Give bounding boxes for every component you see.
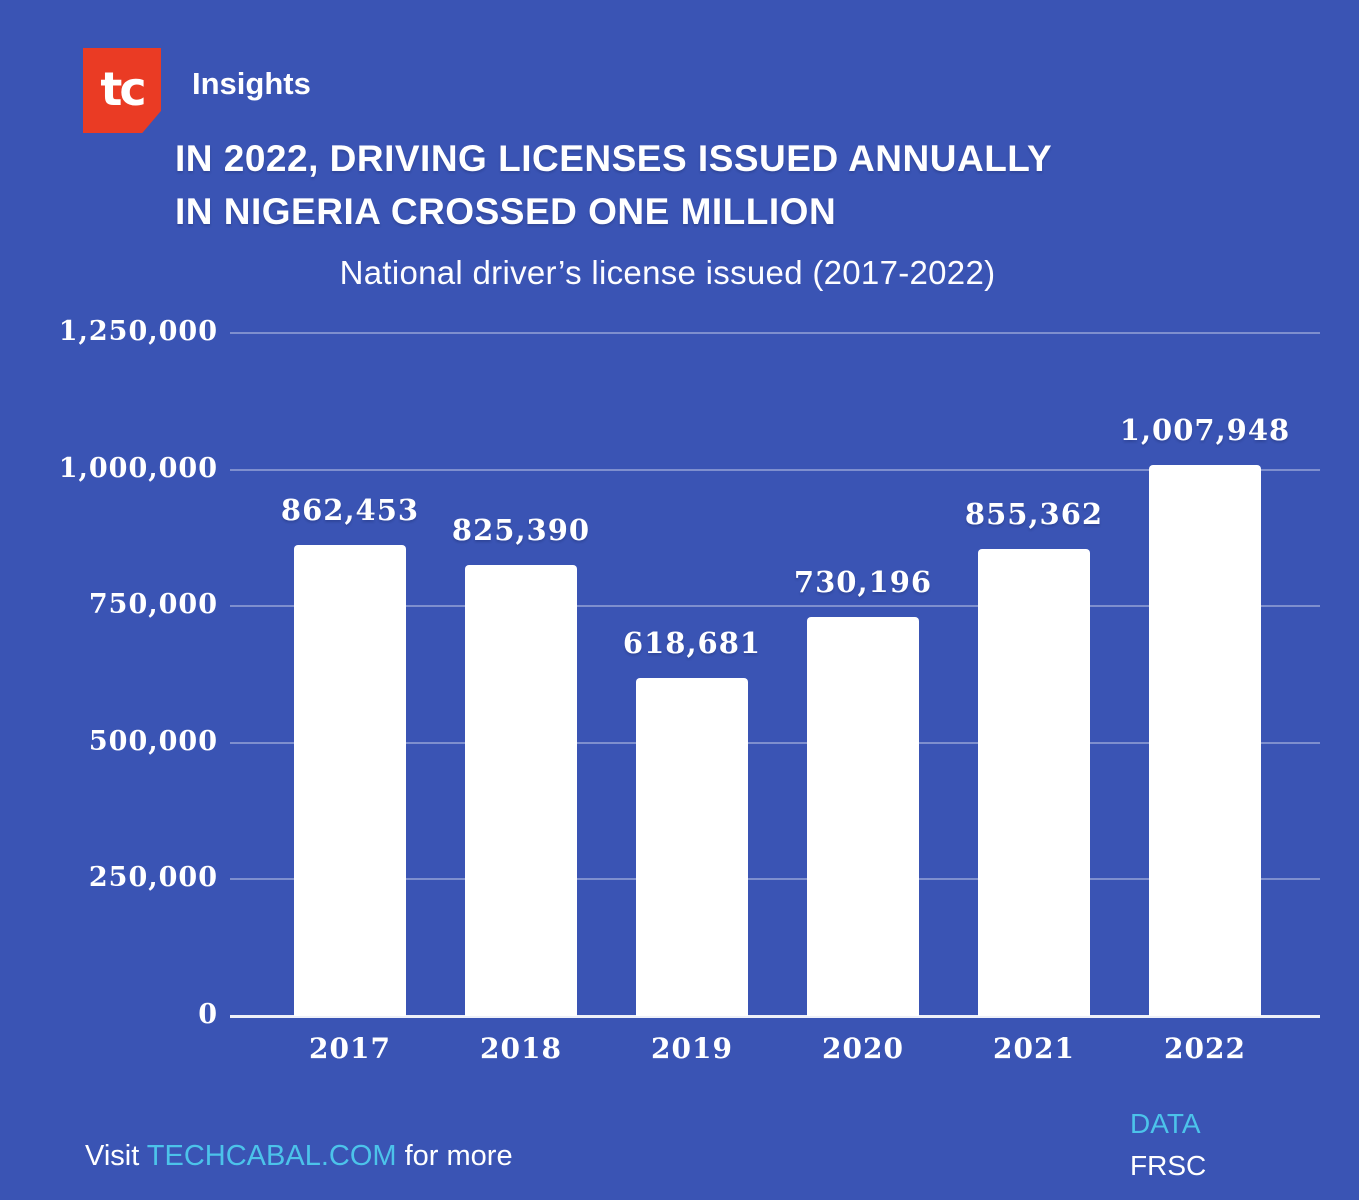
title-line-1: IN 2022, DRIVING LICENSES ISSUED ANNUALL… [175, 138, 1053, 179]
y-tick-label: 500,000 [88, 725, 218, 757]
bar-value-label: 862,453 [280, 492, 420, 527]
bar [636, 677, 748, 1016]
gridline [230, 878, 1320, 881]
visit-prefix: Visit [85, 1140, 147, 1172]
gridline [230, 468, 1320, 471]
y-tick-label: 1,000,000 [58, 452, 218, 484]
data-source-name: FRSC [1130, 1150, 1207, 1181]
x-tick-label: 2018 [480, 1032, 562, 1065]
insights-label: Insights [192, 66, 311, 101]
visit-suffix: for more [396, 1140, 513, 1172]
bar [465, 565, 577, 1016]
bar-value-label: 618,681 [622, 625, 762, 660]
techcabal-link[interactable]: TECHCABAL.COM [146, 1140, 397, 1172]
bar [1149, 465, 1261, 1016]
data-source-block: DATA FRSC [1130, 1108, 1206, 1182]
x-tick-label: 2019 [651, 1032, 733, 1065]
gridline [230, 332, 1320, 334]
bar-value-label: 855,362 [964, 496, 1104, 531]
x-axis-line [230, 1015, 1320, 1018]
y-tick-label: 250,000 [88, 862, 218, 894]
x-tick-label: 2020 [822, 1032, 904, 1065]
x-tick-label: 2021 [993, 1032, 1075, 1065]
techcabal-logo-icon: tc [83, 48, 161, 133]
y-tick-label: 1,250,000 [58, 316, 218, 347]
y-tick-label: 750,000 [88, 589, 218, 621]
bar [807, 617, 919, 1016]
x-tick-label: 2017 [309, 1032, 391, 1065]
bar-value-label: 730,196 [793, 565, 933, 600]
logo-text: tc [100, 61, 146, 116]
data-source-label: DATA [1130, 1108, 1201, 1139]
page-title: IN 2022, DRIVING LICENSES ISSUED ANNUALL… [175, 132, 1275, 238]
bar-value-label: 825,390 [451, 513, 591, 547]
gridline [230, 741, 1320, 744]
visit-line: Visit TECHCABAL.COM for more [85, 1140, 513, 1173]
x-tick-label: 2022 [1164, 1032, 1246, 1065]
chart-title: National driver’s license issued (2017-2… [339, 254, 996, 291]
bar [294, 544, 406, 1016]
bar [978, 548, 1090, 1016]
title-line-2: IN NIGERIA CROSSED ONE MILLION [175, 191, 837, 232]
bar-value-label: 1,007,948 [1119, 413, 1291, 448]
gridline [230, 605, 1320, 608]
y-tick-label: 0 [198, 999, 218, 1030]
